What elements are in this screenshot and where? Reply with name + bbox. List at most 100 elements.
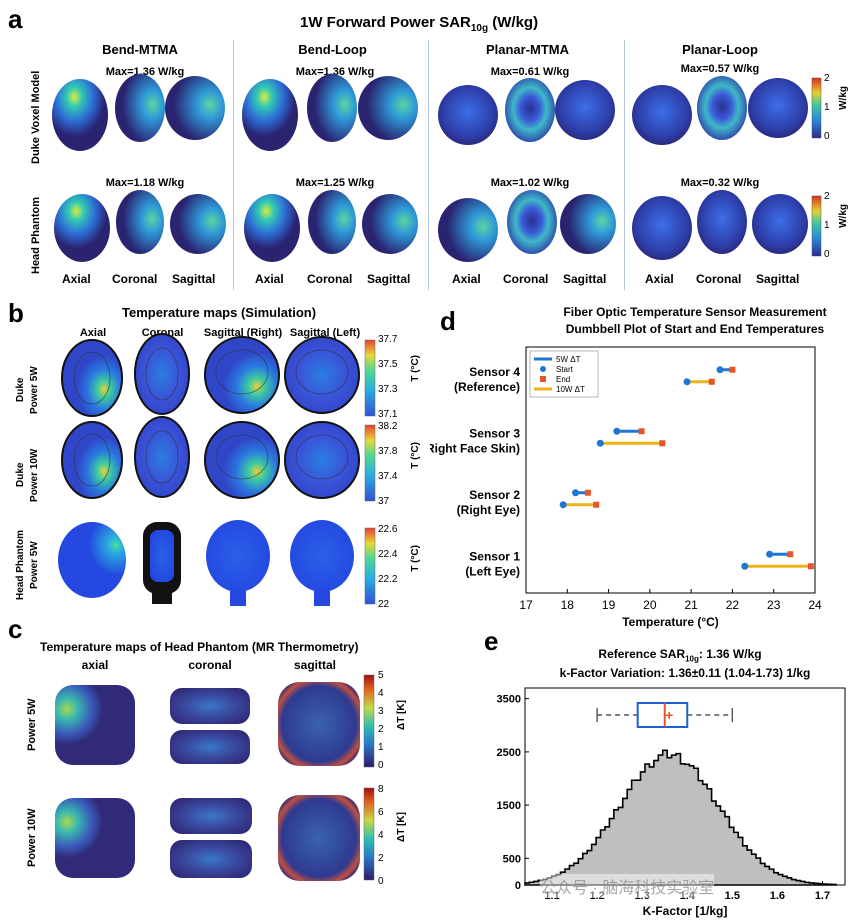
- col-bend-mtma: Bend-MTMA: [102, 42, 178, 57]
- view-label: Coronal: [503, 272, 549, 286]
- cb-tick: 0: [378, 876, 384, 887]
- start-point: [572, 489, 580, 497]
- x-tick-label: 24: [808, 598, 822, 612]
- box-iqr: [636, 702, 689, 728]
- cb-tick: 1: [824, 220, 830, 231]
- end-point: [638, 428, 645, 435]
- start-point: [683, 378, 691, 386]
- y-tick-label: 500: [503, 853, 521, 865]
- legend-label: Start: [556, 365, 574, 374]
- max-label: Max=0.61 W/kg: [490, 66, 570, 78]
- y-tick-label: 0: [515, 880, 521, 892]
- x-tick-label: 19: [602, 598, 616, 612]
- view-label: Coronal: [696, 272, 742, 286]
- cb-tick: 5: [378, 670, 384, 681]
- temp-colorbar-1: [364, 339, 376, 417]
- cb-unit: T (°C): [410, 545, 421, 572]
- end-point: [708, 378, 715, 385]
- mr-thermometry-maps: [55, 674, 375, 881]
- y-category-label: Sensor 2 (Right Eye): [457, 488, 521, 517]
- legend-label: End: [556, 375, 570, 384]
- cb-unit: T (°C): [410, 355, 421, 382]
- panel-d-title-1: Fiber Optic Temperature Sensor Measureme…: [563, 305, 827, 319]
- cb-tick: 0: [824, 249, 830, 260]
- end-point: [807, 563, 814, 570]
- col-axial: Axial: [79, 327, 107, 339]
- panel-e-title-2: k-Factor Variation: 1.36±0.11 (1.04-1.73…: [559, 666, 811, 680]
- x-tick-label: 1.5: [725, 890, 740, 902]
- col-coronal: coronal: [188, 658, 232, 672]
- max-label: Max=1.36 W/kg: [295, 66, 375, 78]
- x-tick-label: 1.2: [589, 890, 604, 902]
- legend-label: 10W ΔT: [556, 385, 585, 394]
- view-label: Sagittal: [563, 272, 607, 286]
- end-point: [787, 551, 794, 558]
- cb-tick: 37.1: [378, 409, 398, 420]
- view-label: Axial: [645, 272, 674, 286]
- x-tick-label: 22: [726, 598, 740, 612]
- legend-swatch-start: [540, 366, 546, 372]
- y-category-line: Sensor 1: [469, 549, 520, 563]
- col-planar-loop: Planar-Loop: [682, 42, 758, 57]
- cb-tick: 22.6: [378, 524, 398, 535]
- sar-colorbar-2: [811, 195, 822, 257]
- cb-tick: 0: [378, 760, 384, 771]
- cb-tick: 6: [378, 807, 384, 818]
- sar-head-maps: [52, 74, 822, 262]
- cb-tick: 3: [378, 706, 384, 717]
- cb-unit: T (°C): [410, 442, 421, 469]
- x-tick-label: 1.6: [770, 890, 785, 902]
- cb-tick: 1: [824, 102, 830, 113]
- y-category-label: Sensor 4 (Reference): [454, 365, 520, 394]
- panel-d-label: d: [440, 306, 456, 336]
- cb-tick: 8: [378, 784, 384, 795]
- row1-heads: [52, 74, 808, 151]
- x-tick-label: 1.7: [815, 890, 830, 902]
- x-tick-label: 23: [767, 598, 781, 612]
- col-axial: axial: [81, 658, 109, 672]
- view-label: Axial: [452, 272, 481, 286]
- panel-b-title: Temperature maps (Simulation): [122, 305, 317, 320]
- col-sagittal-right: Sagittal (Right): [203, 327, 283, 339]
- col-bend-loop: Bend-Loop: [298, 42, 367, 57]
- panel-a-label: a: [8, 4, 23, 34]
- y-category-line: Sensor 2: [469, 488, 520, 502]
- start-point: [613, 427, 621, 435]
- cb-tick: 4: [378, 688, 384, 699]
- start-point: [559, 501, 567, 509]
- y-tick-label: 3500: [497, 694, 521, 706]
- end-point: [729, 366, 736, 373]
- panel-c-title: Temperature maps of Head Phantom (MR The…: [40, 640, 359, 654]
- cb-tick: 37.8: [378, 446, 398, 457]
- y-category-label: Sensor 1 (Left Eye): [465, 549, 520, 578]
- cb-tick: 0: [824, 131, 830, 142]
- dt-colorbar-1: [363, 674, 375, 768]
- cb-tick: 4: [378, 830, 384, 841]
- x-axis-label: Temperature (°C): [622, 615, 719, 629]
- dumbbell-chart: 17 18 19 20 21 22 23 24 Temperature (°C) Sensor 4…: [430, 346, 822, 629]
- cb-tick: 2: [378, 853, 384, 864]
- view-label: Axial: [62, 272, 91, 286]
- cb-unit: W/kg: [838, 204, 849, 228]
- y-tick-label: 1500: [497, 800, 521, 812]
- panel-b-label: b: [8, 298, 24, 328]
- cb-tick: 37: [378, 496, 390, 507]
- view-label: Axial: [255, 272, 284, 286]
- panel-d-title-2: Dumbbell Plot of Start and End Temperatu…: [565, 322, 825, 336]
- y-category-label: Sensor 3 (Right Face Skin): [430, 426, 520, 455]
- y-category-line: (Right Eye): [457, 503, 520, 517]
- watermark: 公众号 · 脑海科技实验室: [540, 874, 715, 898]
- x-tick-label: 20: [643, 598, 657, 612]
- end-point: [659, 440, 666, 447]
- legend-swatch-end: [540, 376, 546, 382]
- max-label: Max=0.57 W/kg: [680, 63, 760, 75]
- x-tick-label: 1.3: [635, 890, 650, 902]
- panel-c-label: c: [8, 614, 23, 644]
- panel-e-label: e: [484, 626, 499, 656]
- view-label: Sagittal: [756, 272, 800, 286]
- temp-colorbar-2: [364, 424, 376, 502]
- col-sagittal: sagittal: [293, 658, 336, 672]
- cb-tick: 37.3: [378, 384, 398, 395]
- y-category-line: Sensor 4: [469, 365, 520, 379]
